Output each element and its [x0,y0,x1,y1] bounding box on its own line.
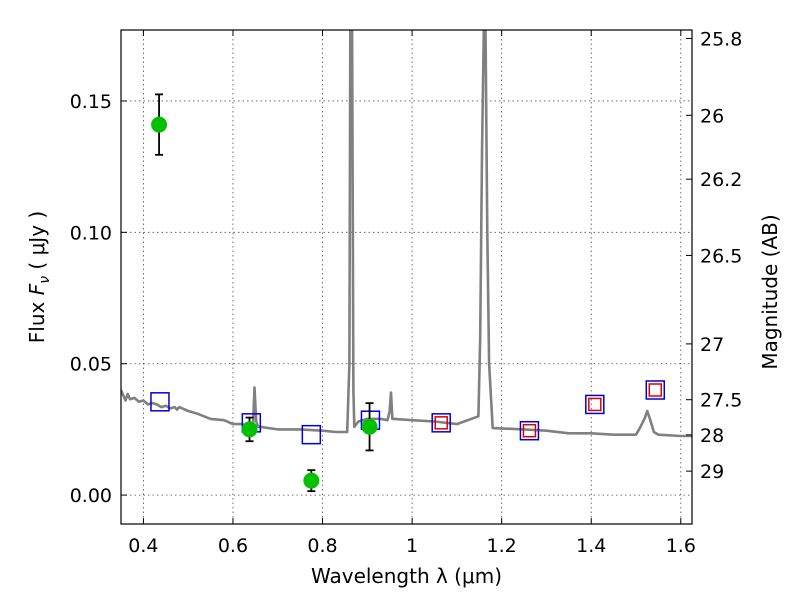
model-square-inner [434,416,448,430]
x-tick-label: 1.2 [487,535,517,557]
y-axis-title: Flux Fν ( μJy ) [25,211,53,343]
model-square [585,394,605,415]
plot-frame [120,29,693,525]
x-axis-title: Wavelength λ (μm) [311,564,502,588]
model-square [519,420,540,441]
x-tick-label: 1.6 [666,535,696,557]
y2-tick-label: 28 [700,425,724,447]
model-square [645,380,666,400]
x-tick-label: 0.4 [128,535,158,557]
y2-tick-label: 25.8 [700,28,742,50]
model-square-inner [588,397,602,412]
model-square [431,413,451,433]
observed-point [151,116,168,133]
x-tick-label: 0.8 [307,535,337,557]
y-tick-label: 0.00 [70,485,112,507]
y-axis-title-unit: ( μJy ) [25,211,49,276]
model-square-inner [522,423,537,438]
y2-tick-label: 26.5 [700,245,742,267]
x-tick-label: 0.6 [218,535,248,557]
tick-layer: 0.4 0.6 0.8 1 1.2 1.4 1.6 0.00 0.05 0.10 0.15 25.8 2… [70,28,743,557]
observed-point [361,418,378,435]
model-line-layer [121,30,692,438]
grid-layer [121,30,692,524]
y-axis-title-subscript: ν [37,276,53,284]
y-tick-label: 0.15 [70,91,112,113]
y2-tick-label: 27.5 [700,390,742,412]
marker-layer [150,93,666,493]
sed-model-line [121,30,692,438]
y2-tick-label: 27 [700,334,724,356]
y2-tick-label: 29 [700,461,724,483]
y-axis-title-prefix: Flux [25,295,49,343]
model-square [150,392,170,412]
y2-axis-title: Magnitude (AB) [758,214,782,369]
x-tick-label: 1 [406,535,418,557]
model-square [301,424,322,445]
observed-point [241,421,258,438]
y-tick-label: 0.05 [70,354,112,376]
model-square-inner [648,383,663,397]
y2-tick-label: 26.2 [700,169,742,191]
y-tick-label: 0.10 [70,222,112,244]
y2-tick-label: 26 [700,105,724,127]
y-axis-title-symbol: F [25,283,49,295]
observed-point [303,472,320,489]
x-tick-label: 1.4 [576,535,606,557]
